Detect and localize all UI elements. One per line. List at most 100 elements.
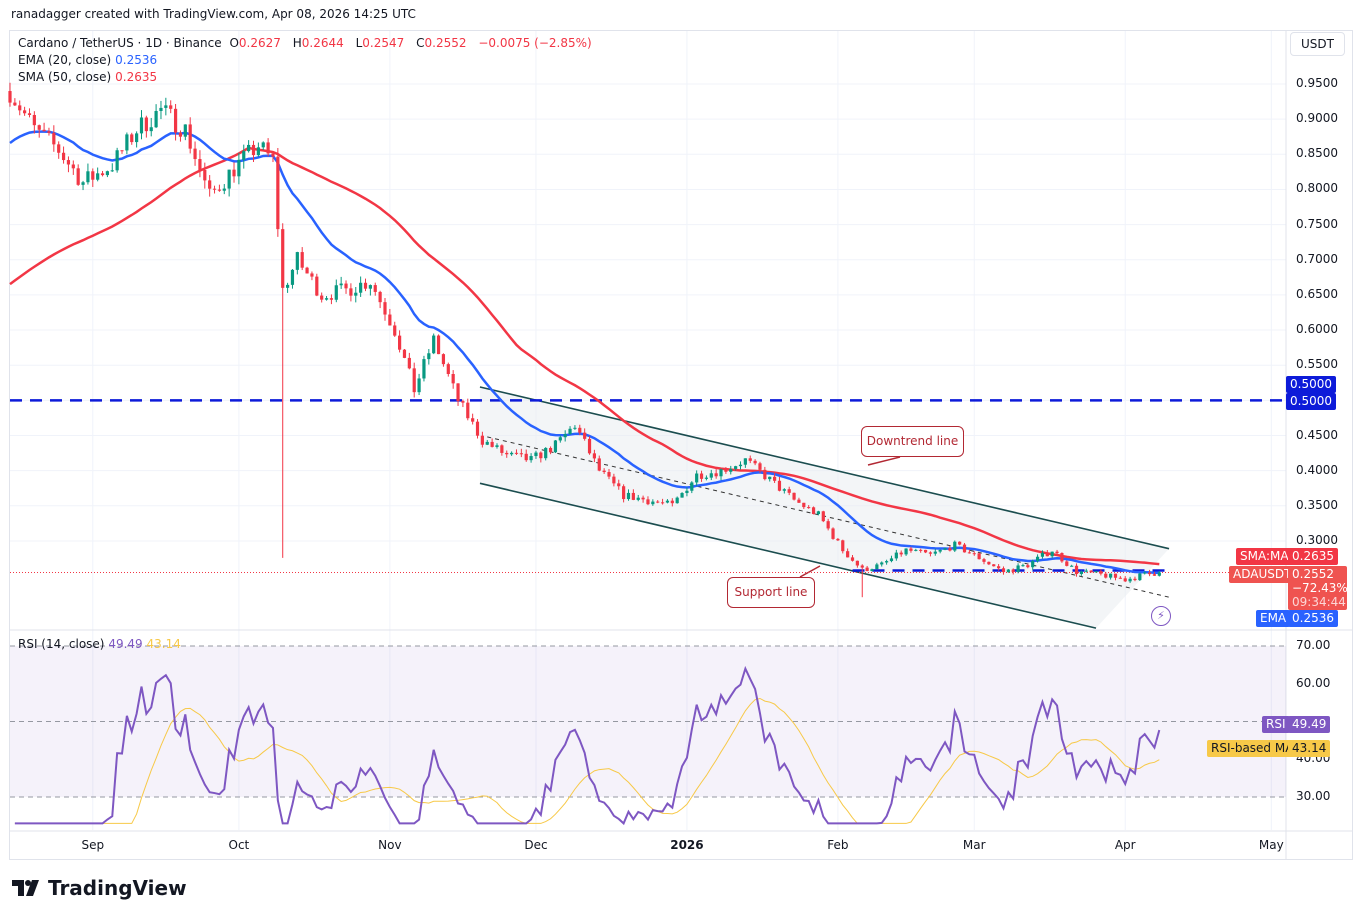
candle <box>1157 570 1161 577</box>
candle <box>641 495 645 503</box>
candle-body <box>529 456 533 461</box>
candle-body <box>841 540 845 552</box>
sma-legend-label[interactable]: SMA (50, close) <box>18 70 112 84</box>
candle-body <box>378 291 382 303</box>
candle <box>61 146 66 164</box>
candle-body <box>622 486 626 500</box>
candle-body <box>159 107 163 111</box>
candle <box>461 399 465 408</box>
rsi-tick-label: 30.00 <box>1296 789 1331 803</box>
candle-body <box>490 441 494 447</box>
lightning-icon[interactable]: ⚡ <box>1151 606 1171 626</box>
candle <box>261 141 265 151</box>
candle <box>412 362 416 398</box>
currency-button[interactable]: USDT <box>1290 32 1345 56</box>
candle <box>334 279 338 303</box>
candle <box>787 486 791 496</box>
candle-body <box>183 124 187 137</box>
candle-body <box>178 132 183 137</box>
candle-body <box>1006 569 1010 573</box>
candle-body <box>276 156 280 230</box>
candle <box>1060 552 1064 563</box>
candle <box>344 280 348 294</box>
candle <box>71 160 75 175</box>
candle <box>719 468 723 481</box>
candle <box>972 551 976 556</box>
candle-body <box>23 110 27 114</box>
price-tick-label: 0.8000 <box>1296 181 1338 196</box>
high-value: 0.2644 <box>301 36 344 50</box>
candle <box>1123 576 1127 583</box>
candle-body <box>42 129 46 132</box>
candle <box>159 100 163 120</box>
candle <box>699 470 704 482</box>
candle <box>256 142 260 157</box>
candle-body <box>923 549 928 553</box>
candle <box>807 505 811 509</box>
candle <box>875 562 879 570</box>
candle-body <box>802 502 806 508</box>
candle <box>846 548 850 558</box>
candle-body <box>222 188 226 191</box>
candle-body <box>32 114 36 126</box>
candle-body <box>597 458 601 471</box>
candle <box>544 447 548 461</box>
candle <box>37 124 41 138</box>
candle-body <box>962 544 967 553</box>
candle-body <box>709 473 713 478</box>
time-tick-label: Apr <box>1114 838 1136 852</box>
candle-body <box>987 561 991 565</box>
last-price: 0.2552 <box>1292 567 1334 581</box>
candle <box>539 451 543 463</box>
candle <box>870 568 874 572</box>
candle <box>524 449 528 462</box>
candle <box>1133 576 1137 582</box>
candle <box>1089 570 1093 573</box>
candle-body <box>938 549 942 552</box>
candle-body <box>359 282 363 293</box>
candle-body <box>310 273 314 277</box>
candle-body <box>81 182 85 185</box>
candle-body <box>52 132 56 145</box>
candle-body <box>61 152 66 161</box>
candle-body <box>753 460 757 464</box>
bar-countdown: 09:34:44 <box>1292 595 1346 609</box>
candle-body <box>57 144 61 153</box>
candle <box>1021 563 1025 567</box>
candle-body <box>495 445 499 447</box>
candle <box>105 170 109 178</box>
support-line-annotation[interactable]: Support line <box>727 577 815 608</box>
low-value: 0.2547 <box>362 36 405 50</box>
candle-body <box>816 511 821 515</box>
candle <box>305 266 309 274</box>
last-price-tag: 0.2552 −72.43% 09:34:44 <box>1288 566 1348 610</box>
candle <box>398 330 402 353</box>
candle <box>836 537 840 542</box>
close-label: C <box>416 36 425 50</box>
candle-body <box>105 171 109 176</box>
candle-body <box>894 552 898 559</box>
ema-legend-label[interactable]: EMA (20, close) <box>18 53 112 67</box>
candle <box>519 448 523 458</box>
downtrend-line-annotation[interactable]: Downtrend line <box>861 426 964 457</box>
candle <box>636 494 640 502</box>
candle-body <box>456 383 460 402</box>
candle <box>1001 566 1006 575</box>
rsi-tag-value: 49.49 <box>1288 716 1331 733</box>
price-tick-label: 0.7500 <box>1296 216 1338 231</box>
candle <box>943 547 947 551</box>
candle-body <box>329 298 334 300</box>
tradingview-logo[interactable]: TradingView <box>12 876 187 900</box>
rsi-legend-label[interactable]: RSI (14, close) <box>18 637 105 651</box>
symbol-title[interactable]: Cardano / TetherUS · 1D · Binance <box>18 36 222 50</box>
candle <box>880 561 884 567</box>
candle <box>96 167 100 182</box>
candle <box>894 549 898 561</box>
candle-body <box>417 378 421 393</box>
candle-body <box>967 552 971 554</box>
candle <box>23 106 27 116</box>
candle-body <box>1035 556 1040 562</box>
candle <box>13 98 17 107</box>
candle-body <box>407 357 411 369</box>
